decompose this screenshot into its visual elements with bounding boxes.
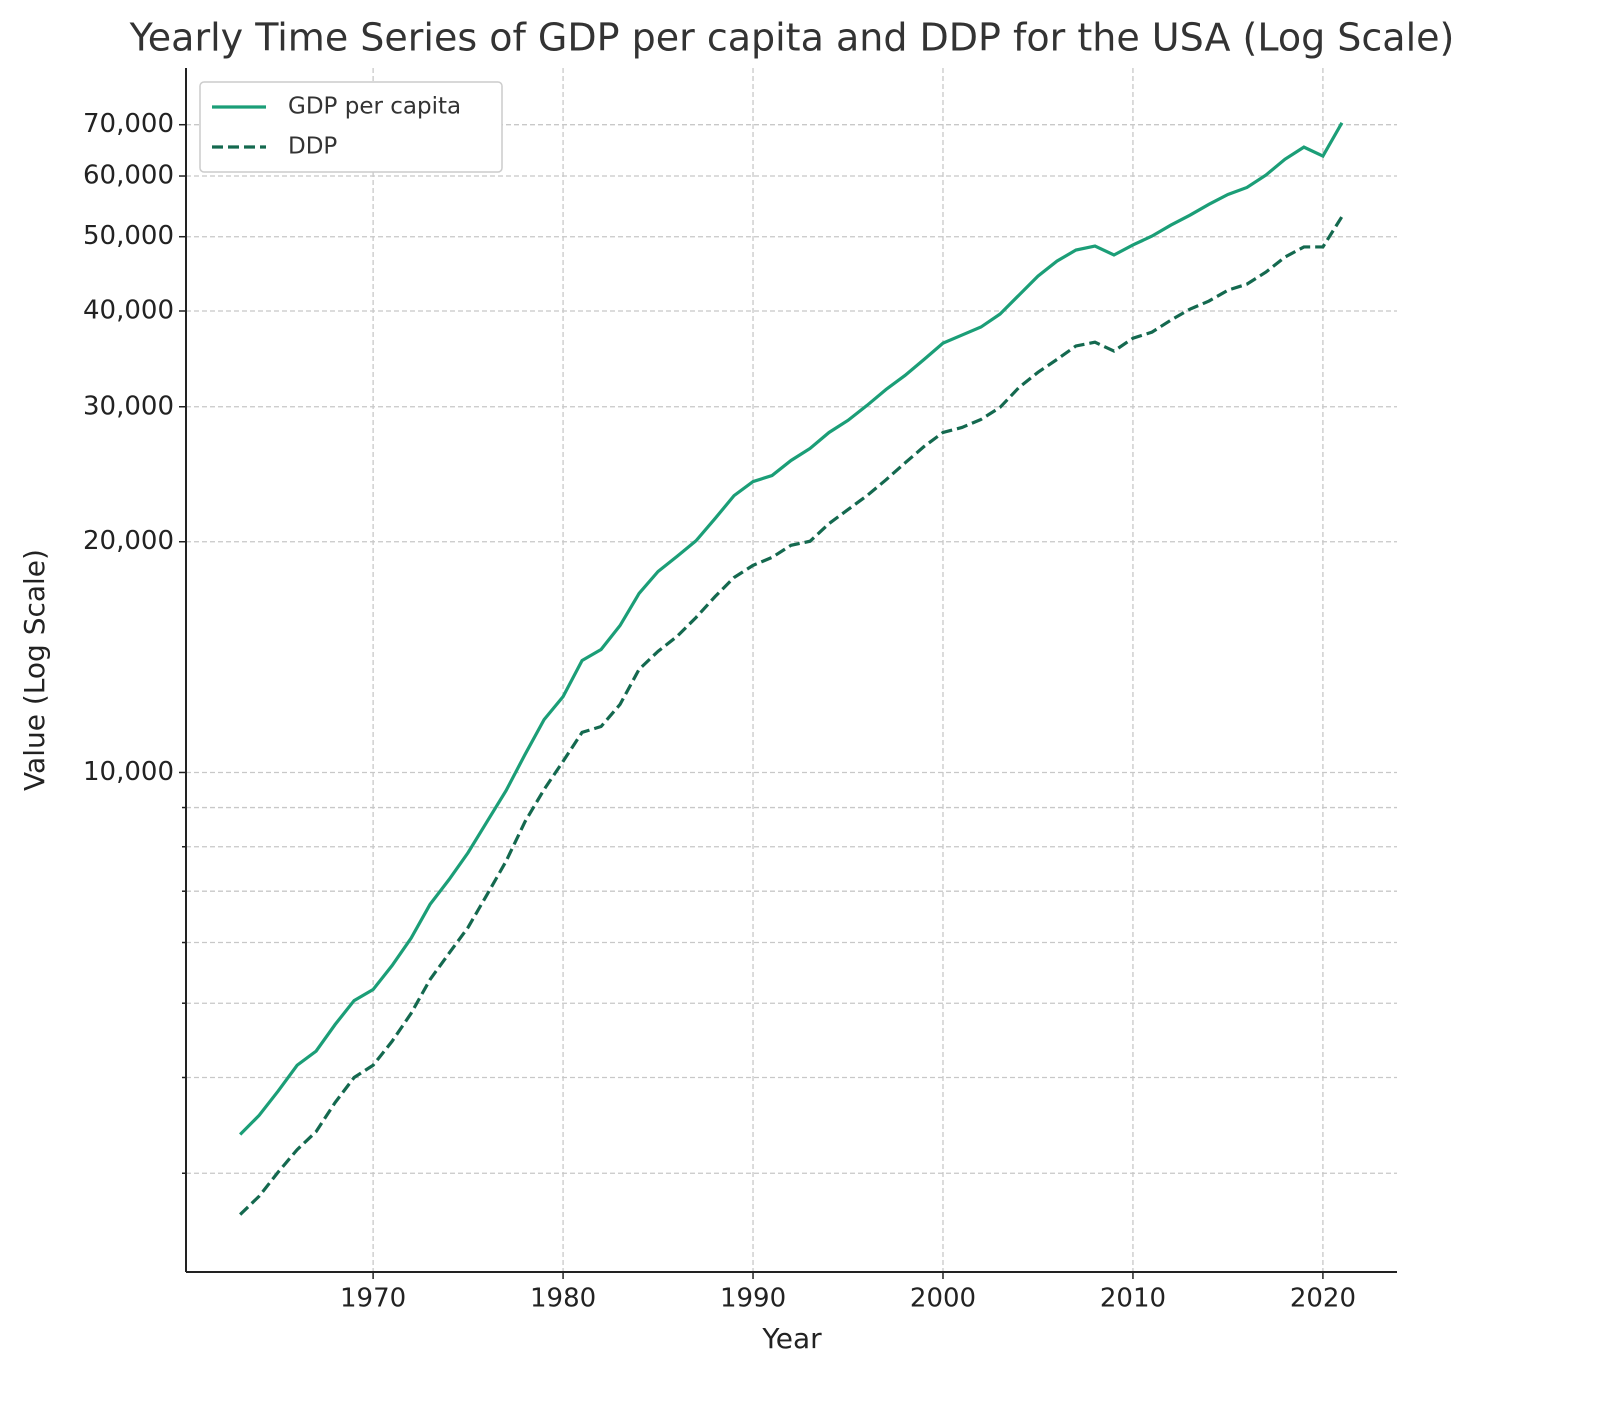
y-tick-label: 60,000 bbox=[83, 161, 174, 191]
x-tick-label: 2020 bbox=[1290, 1284, 1356, 1314]
series-line bbox=[239, 215, 1344, 1216]
x-tick-label: 1970 bbox=[340, 1284, 406, 1314]
y-tick-label: 50,000 bbox=[83, 221, 174, 251]
legend-box bbox=[199, 81, 503, 173]
x-tick-label: 1980 bbox=[530, 1284, 596, 1314]
x-tick-label: 2010 bbox=[1100, 1284, 1166, 1314]
x-tick-label: 1990 bbox=[720, 1284, 786, 1314]
x-axis-label: Year bbox=[761, 1322, 822, 1355]
series-line bbox=[239, 122, 1344, 1136]
y-axis-label: Value (Log Scale) bbox=[18, 549, 51, 791]
y-tick-label: 30,000 bbox=[83, 391, 174, 421]
y-tick-label: 10,000 bbox=[83, 757, 174, 787]
y-tick-label: 40,000 bbox=[83, 295, 174, 325]
chart-title: Yearly Time Series of GDP per capita and… bbox=[129, 16, 1455, 60]
y-tick-label: 20,000 bbox=[83, 526, 174, 556]
legend-label: DDP bbox=[288, 134, 337, 160]
legend-label: GDP per capita bbox=[288, 94, 461, 120]
y-tick-label: 70,000 bbox=[83, 109, 174, 139]
x-tick-label: 2000 bbox=[910, 1284, 976, 1314]
